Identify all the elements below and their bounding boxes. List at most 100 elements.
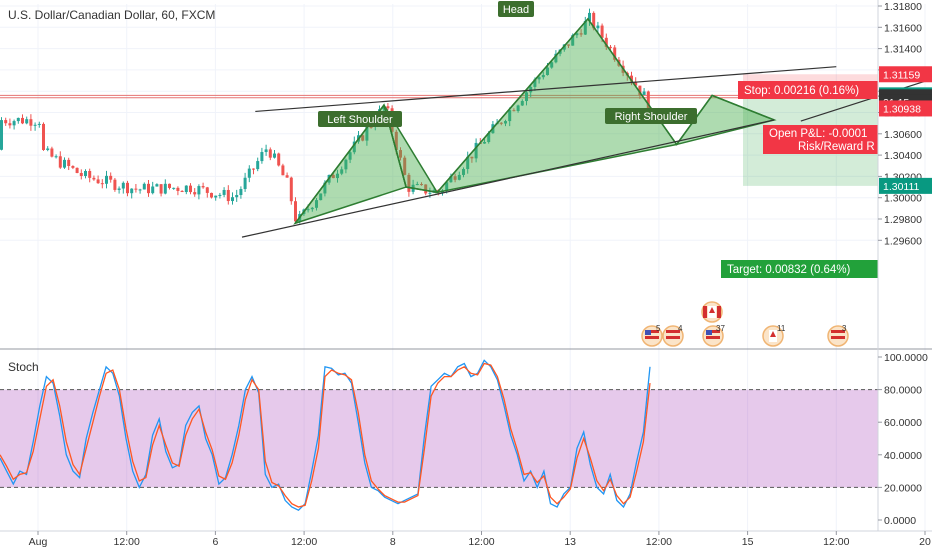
candle-body [634,81,638,86]
candle-body [214,195,218,198]
label-left-shoulder[interactable]: Left Shoulder [318,111,402,127]
candle-body [445,182,449,191]
candle-body [508,110,512,122]
candle-body [453,176,457,180]
price-badge-label: 1.30111 [883,181,920,193]
candle-body [613,47,617,60]
candle-body [504,121,507,124]
candle-body [239,189,243,196]
us-event-icon[interactable]: 3 [827,324,849,347]
candle-body [138,189,142,191]
us-event-icon[interactable]: 5 [641,324,663,347]
candle-body [323,182,327,194]
svg-text:Left Shoulder: Left Shoulder [327,114,393,126]
time-axis[interactable]: Aug 12:00 6 12:00 8 12:00 13 12:00 15 12:00 20 [29,531,931,548]
event-icons[interactable]: 5 4 37 11 [641,301,849,347]
svg-text:4: 4 [678,324,683,333]
candle-body [394,131,398,151]
price-pane[interactable] [0,4,932,530]
time-tick-label: 12:00 [823,536,849,548]
price-tick-label: 1.31400 [884,44,922,56]
candle-body [256,161,260,170]
price-badge [879,100,932,117]
time-tick-label: 13 [564,536,576,548]
candle-body [231,197,234,202]
time-tick-label: 12:00 [114,536,140,548]
trend-lines[interactable] [241,66,932,238]
candle-body [247,168,251,178]
candle-body [88,170,92,178]
candle-body [424,184,428,194]
svg-text:11: 11 [777,324,786,333]
canada-event-icon[interactable] [701,301,723,323]
stoch-tick-label: 40.0000 [884,450,922,462]
candle-body [428,192,432,194]
candle-body [369,126,373,128]
candle-body [474,142,478,159]
svg-text:Stop: 0.00216 (0.16%): Stop: 0.00216 (0.16%) [744,85,859,97]
candle-body [533,79,537,87]
open-pnl-label[interactable]: Open P&L: -0.0001 Risk/Reward R [763,125,878,154]
candle-body [399,150,402,158]
candle-body [226,189,230,202]
candle-body [571,35,575,46]
target-label[interactable]: Target: 0.00832 (0.64%) [721,260,878,278]
price-tick-label: 1.30000 [884,193,922,205]
candle-body [550,62,554,68]
stoch-axis[interactable]: 100.0000 80.0000 60.0000 40.0000 20.0000 0.00… [878,352,928,527]
candle-body [189,185,192,193]
canada-event-icon[interactable]: 11 [762,324,786,347]
stoch-series [0,359,651,511]
candle-body [235,195,239,198]
candle-body [499,122,503,124]
candle-body [281,165,285,176]
candle-body [29,119,33,126]
candle-body [71,165,75,168]
stoch-tick-label: 80.0000 [884,385,922,397]
price-badge [879,177,932,194]
candle-body [159,184,163,194]
candle-body [520,101,524,106]
candle-body [243,177,247,190]
time-tick-label: 6 [212,536,218,548]
label-head[interactable]: Head [498,1,534,17]
candle-body [113,179,117,190]
us-event-icon[interactable]: 37 [702,324,725,347]
candle-body [12,121,16,126]
candle-body [193,192,197,195]
candle-body [487,133,491,143]
label-right-shoulder[interactable]: Right Shoulder [605,108,697,124]
candle-body [184,185,188,193]
candle-body [331,175,335,179]
price-badge [879,66,932,83]
candle-body [336,173,339,179]
candle-body [42,123,45,150]
candle-body [596,25,600,29]
candle-body [462,169,465,175]
price-tick-label: 1.31800 [884,1,922,13]
candle-body [46,148,50,150]
candle-body [218,194,222,196]
candle-body [21,117,24,124]
candle-body [155,184,159,187]
price-badge-label: 1.30938 [883,103,921,115]
stoch-pane[interactable] [0,359,878,511]
candle-body [92,177,96,180]
candle-body [609,46,612,48]
trend-line [241,119,775,238]
trend-line [255,66,837,113]
candle-body [285,175,289,178]
candle-body [63,159,66,168]
candle-body [466,156,470,170]
candle-body [67,159,71,166]
us-event-icon[interactable]: 4 [662,324,684,347]
candle-body [470,156,474,159]
candle-body [151,186,155,194]
candle-body [205,187,209,193]
candle-body [403,157,407,175]
candle-body [58,156,62,168]
stop-label[interactable]: Stop: 0.00216 (0.16%) [738,81,878,99]
candle-body [277,153,281,166]
svg-text:37: 37 [716,324,725,333]
